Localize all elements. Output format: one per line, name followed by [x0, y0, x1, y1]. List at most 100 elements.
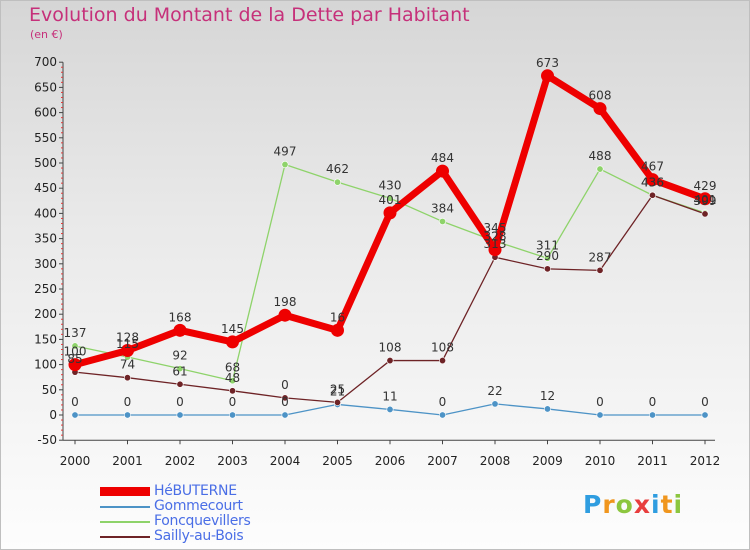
data-point — [281, 394, 289, 402]
x-tick-label: 2010 — [585, 454, 616, 468]
data-label: 436 — [641, 175, 664, 189]
data-label: 328 — [484, 230, 507, 244]
legend-label: Sailly-au-Bois — [154, 528, 244, 544]
data-point — [68, 358, 82, 372]
y-tick-label: 650 — [34, 80, 57, 94]
data-point — [383, 206, 397, 220]
data-label: 287 — [589, 250, 612, 264]
proxiti-logo: Proxiti — [583, 490, 683, 519]
data-point — [226, 335, 239, 349]
chart-title: Evolution du Montant de la Dette par Hab… — [29, 4, 470, 26]
data-point — [281, 411, 289, 419]
data-label: 85 — [67, 352, 82, 366]
data-label: 0 — [124, 395, 132, 409]
chart-subtitle: (en €) — [30, 28, 63, 41]
data-label: 311 — [536, 238, 559, 252]
data-label: 21 — [330, 384, 345, 398]
x-tick-label: 2007 — [427, 454, 458, 468]
data-label: 345 — [484, 221, 507, 235]
data-point — [281, 161, 289, 169]
data-label: 0 — [176, 395, 184, 409]
data-label: 399 — [694, 194, 717, 208]
x-tick-label: 2009 — [532, 454, 563, 468]
data-label: 0 — [71, 395, 79, 409]
y-tick-label: 600 — [34, 106, 57, 120]
x-tick-label: 2001 — [112, 454, 143, 468]
series-line — [74, 194, 706, 404]
data-label: 436 — [641, 175, 664, 189]
data-label: 198 — [274, 295, 297, 309]
data-label: 0 — [649, 395, 657, 409]
data-point — [176, 380, 184, 388]
data-label: 401 — [379, 193, 402, 207]
data-label: 313 — [484, 237, 507, 251]
x-tick-label: 2011 — [637, 454, 668, 468]
y-tick-label: 350 — [34, 232, 57, 246]
data-point — [596, 266, 604, 274]
x-tick-label: 2002 — [165, 454, 196, 468]
data-label: 384 — [431, 201, 454, 215]
data-label: 145 — [221, 322, 244, 336]
data-point — [488, 243, 502, 257]
data-label: 462 — [326, 162, 349, 176]
data-label: 0 — [229, 395, 237, 409]
legend-swatch — [100, 521, 150, 523]
data-point — [278, 308, 292, 322]
data-point — [646, 173, 659, 187]
data-label: 608 — [589, 89, 612, 103]
logo-letter: i — [673, 490, 684, 519]
data-label: 0 — [439, 395, 447, 409]
data-point — [438, 217, 446, 225]
data-point — [543, 405, 551, 413]
x-tick-label: 2003 — [217, 454, 248, 468]
data-label: 290 — [536, 249, 559, 263]
data-point — [124, 411, 132, 419]
data-label: 497 — [274, 145, 297, 159]
y-tick-label: 0 — [49, 408, 57, 422]
legend-swatch — [100, 536, 150, 538]
data-point — [698, 192, 712, 206]
data-label: 128 — [116, 330, 139, 344]
data-label: 168 — [169, 310, 192, 324]
data-label: 61 — [172, 364, 187, 378]
data-point — [386, 405, 394, 413]
data-label: 22 — [487, 384, 502, 398]
y-tick-label: 550 — [34, 131, 57, 145]
data-point — [331, 323, 344, 337]
data-point — [701, 411, 709, 419]
data-label: 0 — [281, 395, 289, 409]
y-tick-label: 100 — [34, 358, 57, 372]
data-label: 92 — [172, 349, 187, 363]
data-point — [386, 357, 394, 365]
y-tick-label: 700 — [34, 55, 57, 69]
x-tick-label: 2004 — [270, 454, 301, 468]
data-point — [229, 411, 237, 419]
y-tick-label: 200 — [34, 307, 57, 321]
legend-swatch — [100, 487, 150, 496]
data-point — [124, 374, 132, 382]
data-point — [176, 411, 184, 419]
data-point — [436, 164, 449, 178]
data-point — [701, 210, 709, 218]
data-point — [71, 411, 79, 419]
data-label: 137 — [64, 326, 87, 340]
data-label: 74 — [120, 358, 135, 372]
data-point — [229, 377, 237, 385]
data-point — [648, 191, 656, 199]
data-point — [593, 102, 607, 116]
data-point — [491, 400, 499, 408]
logo-letter: i — [651, 490, 661, 519]
y-tick-label: 450 — [34, 181, 57, 195]
data-label: 48 — [225, 371, 240, 385]
data-label: 115 — [116, 337, 139, 351]
data-point — [543, 254, 551, 262]
data-point — [176, 365, 184, 373]
data-point — [596, 411, 604, 419]
data-point — [229, 387, 237, 395]
logo-letter: r — [602, 490, 616, 519]
data-label: 484 — [431, 151, 454, 165]
data-point — [333, 398, 341, 406]
data-point — [438, 357, 446, 365]
data-point — [121, 343, 134, 357]
